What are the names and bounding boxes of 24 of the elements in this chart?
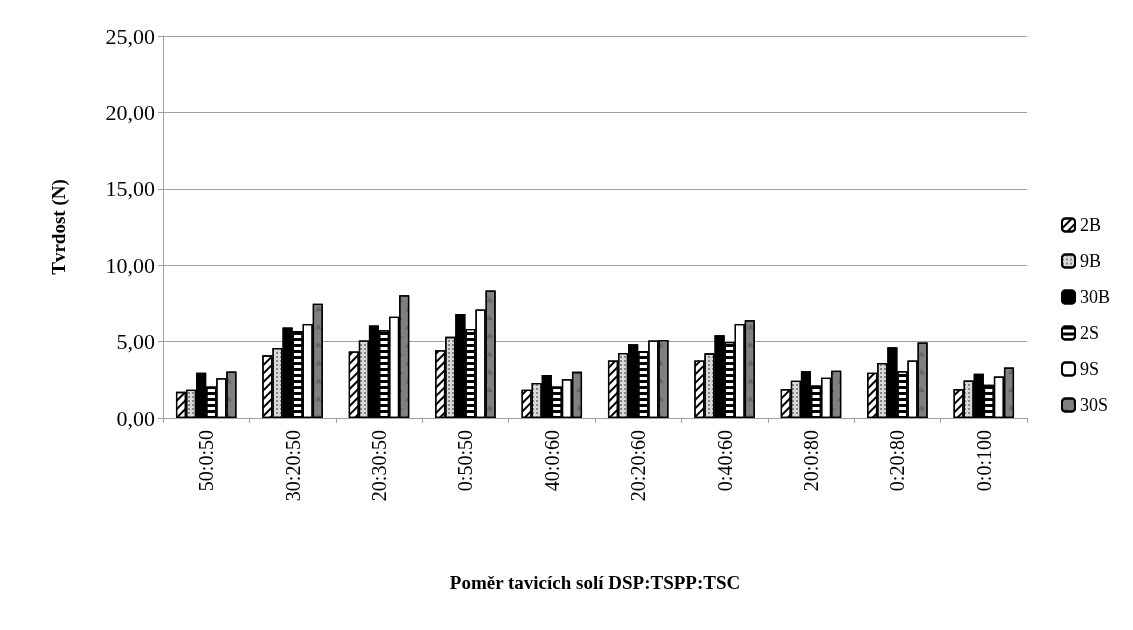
legend-label: 9S bbox=[1079, 359, 1100, 379]
legend-label: 30S bbox=[1079, 395, 1109, 415]
y-tick-label: 0,00 bbox=[116, 405, 155, 431]
x-axis-title: Poměr tavicích solí DSP:TSPP:TSC bbox=[449, 572, 741, 593]
legend-label: 30B bbox=[1079, 287, 1111, 307]
x-tick-label: 0:40:60 bbox=[713, 430, 736, 492]
x-tick-label: 0:50:50 bbox=[454, 430, 477, 492]
x-tick-label: 20:0:80 bbox=[800, 430, 822, 492]
y-tick-label: 10,00 bbox=[105, 252, 155, 278]
y-axis-title: Tvrdost (N) bbox=[48, 179, 70, 275]
legend-label: 2S bbox=[1079, 323, 1100, 343]
legend-label: 9B bbox=[1079, 251, 1102, 271]
y-tick-label: 5,00 bbox=[116, 329, 155, 355]
x-tick-label: 30:20:50 bbox=[281, 430, 304, 502]
y-tick-label: 20,00 bbox=[105, 99, 155, 125]
y-tick-label: 25,00 bbox=[105, 23, 155, 49]
y-tick-label: 15,00 bbox=[105, 176, 155, 202]
x-tick-label: 20:20:60 bbox=[627, 430, 650, 502]
x-tick-label: 0:20:80 bbox=[886, 430, 909, 492]
x-tick-label: 50:0:50 bbox=[195, 430, 218, 492]
x-tick-label: 0:0:100 bbox=[972, 430, 995, 492]
x-tick-label: 40:0:60 bbox=[540, 430, 563, 492]
x-tick-label: 20:30:50 bbox=[368, 430, 390, 502]
legend-label: 2B bbox=[1079, 215, 1102, 235]
